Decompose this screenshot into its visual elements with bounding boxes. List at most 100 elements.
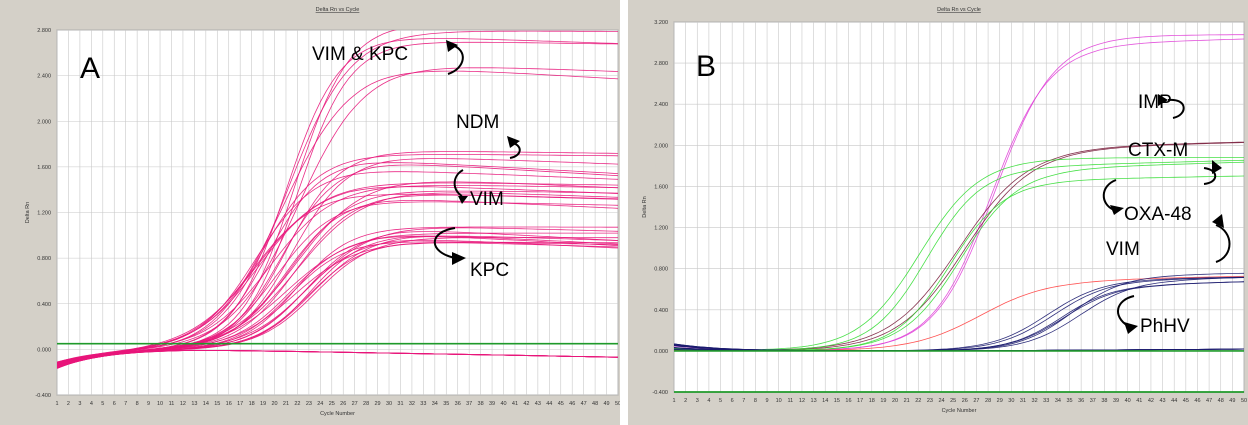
x-tick-label: 44 [1171,398,1177,404]
y-tick-label: -0.400 [652,390,668,396]
y-tick-label: 1.600 [654,184,668,190]
x-tick-label: 5 [719,398,722,404]
y-tick-label: 0.800 [654,267,668,273]
annotation-label: IMP [1138,92,1172,113]
x-tick-label: 1 [55,401,58,407]
x-tick-label: 29 [375,401,381,407]
arrow-head [446,40,458,52]
x-tick-label: 36 [455,401,461,407]
x-tick-label: 31 [397,401,403,407]
x-tick-label: 22 [915,398,921,404]
x-tick-label: 36 [1078,398,1084,404]
y-tick-label: -0.400 [35,393,51,399]
x-tick-label: 23 [306,401,312,407]
annotation-label: VIM [470,189,504,210]
x-tick-label: 9 [147,401,150,407]
x-tick-label: 31 [1020,398,1026,404]
x-axis-label: Cycle Number [942,408,977,414]
panel-a: Delta Rn vs Cycle 1 2 3 4 5 6 7 8 9 10 11 12 13 14 15 16… [0,0,620,425]
y-tick-label: 0.400 [37,302,51,308]
y-tick-label: 2.000 [654,143,668,149]
arrow-head [458,196,468,204]
x-tick-label: 24 [938,398,944,404]
y-tick-label: 1.600 [37,165,51,171]
x-tick-label: 20 [271,401,277,407]
arrow-head [1158,94,1168,106]
annotation-arrow [434,227,456,259]
x-tick-label: 15 [834,398,840,404]
x-tick-label: 11 [787,398,793,404]
series-line [57,227,618,363]
panel-b: Delta Rn vs Cycle 1 2 3 4 5 6 7 8 9 10 11 12 13 14 15 16… [628,0,1248,425]
x-tick-label: 47 [1206,398,1212,404]
x-tick-label: 8 [754,398,757,404]
x-tick-label: 49 [603,401,609,407]
y-tick-label: 2.000 [37,119,51,125]
x-tick-label: 40 [1125,398,1131,404]
x-tick-label: 34 [432,401,438,407]
x-tick-label: 27 [973,398,979,404]
y-tick-label: 2.400 [37,74,51,80]
y-tick-label: 0.000 [654,349,668,355]
x-tick-label: 9 [766,398,769,404]
chart-title: Delta Rn vs Cycle [937,7,981,13]
x-tick-label: 44 [546,401,552,407]
panel-letter: B [696,50,716,83]
x-tick-label: 8 [136,401,139,407]
x-tick-label: 29 [997,398,1003,404]
y-axis-label: Delta Rn [642,196,648,217]
y-tick-label: 2.800 [37,28,51,34]
x-tick-label: 25 [329,401,335,407]
x-tick-label: 48 [1218,398,1224,404]
x-tick-label: 48 [592,401,598,407]
y-tick-label: 1.200 [37,211,51,217]
annotation-label: PhHV [1140,316,1190,337]
x-tick-label: 50 [1241,398,1247,404]
x-tick-label: 20 [892,398,898,404]
x-tick-label: 30 [1008,398,1014,404]
x-tick-label: 50 [615,401,620,407]
y-tick-label: 2.400 [654,102,668,108]
annotation-arrow [1203,167,1217,185]
x-tick-label: 2 [684,398,687,404]
x-tick-label: 33 [420,401,426,407]
x-tick-label: 26 [962,398,968,404]
annotation-label: KPC [470,260,509,281]
chart-title: Delta Rn vs Cycle [316,7,360,13]
x-tick-label: 17 [857,398,863,404]
x-tick-label: 3 [696,398,699,404]
annotation-label: VIM [1106,239,1140,260]
x-tick-label: 14 [822,398,828,404]
series-line [674,157,1244,351]
x-tick-label: 32 [1032,398,1038,404]
x-tick-label: 3 [78,401,81,407]
x-tick-label: 23 [927,398,933,404]
annotation-arrow [453,169,464,197]
x-tick-label: 45 [1183,398,1189,404]
annotation-arrow [1102,179,1117,211]
x-tick-label: 2 [67,401,70,407]
x-tick-label: 4 [707,398,710,404]
x-tick-label: 28 [363,401,369,407]
x-tick-label: 26 [340,401,346,407]
panel-letter: A [80,52,100,85]
y-tick-label: 0.000 [37,347,51,353]
x-tick-label: 19 [880,398,886,404]
x-tick-label: 16 [845,398,851,404]
x-tick-label: 1 [672,398,675,404]
x-tick-label: 7 [742,398,745,404]
x-tick-label: 12 [180,401,186,407]
x-tick-label: 22 [294,401,300,407]
x-tick-label: 41 [1136,398,1142,404]
arrow-head [452,252,466,265]
x-tick-label: 6 [731,398,734,404]
y-tick-label: 0.400 [654,308,668,314]
x-tick-label: 47 [581,401,587,407]
annotation-label: CTX-M [1128,140,1188,161]
x-tick-label: 37 [1090,398,1096,404]
x-tick-label: 42 [523,401,529,407]
annotation-arrow [1215,224,1231,263]
annotation-arrow [1167,98,1185,119]
x-tick-label: 14 [203,401,209,407]
